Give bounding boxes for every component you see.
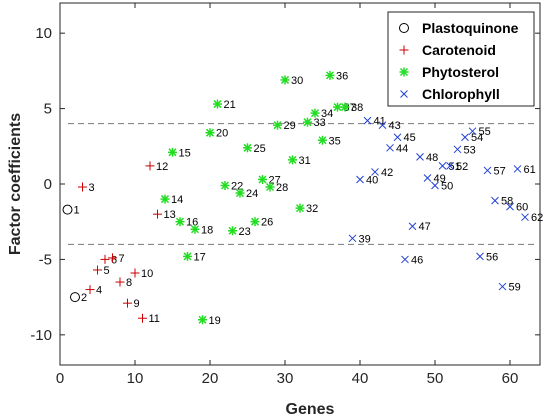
point-label: 56 bbox=[486, 251, 498, 263]
point-label: 55 bbox=[479, 126, 491, 138]
y-tick-label: -5 bbox=[39, 251, 52, 268]
data-point bbox=[266, 183, 275, 192]
point-label: 8 bbox=[126, 277, 132, 289]
point-label: 28 bbox=[276, 182, 288, 194]
point-label: 52 bbox=[456, 161, 468, 173]
data-point bbox=[176, 217, 185, 226]
point-label: 12 bbox=[156, 161, 168, 173]
y-tick-label: 10 bbox=[35, 25, 52, 42]
point-label: 36 bbox=[336, 70, 348, 82]
point-label: 57 bbox=[494, 165, 506, 177]
x-tick-label: 30 bbox=[277, 370, 294, 387]
y-tick-label: 0 bbox=[44, 176, 52, 193]
data-point bbox=[213, 100, 222, 109]
x-axis-title: Genes bbox=[286, 401, 335, 418]
legend-label: Chlorophyll bbox=[422, 86, 500, 102]
point-label: 53 bbox=[464, 144, 476, 156]
point-label: 21 bbox=[224, 99, 236, 111]
point-label: 44 bbox=[396, 143, 408, 155]
point-label: 9 bbox=[134, 298, 140, 310]
data-point bbox=[341, 103, 350, 112]
legend-marker bbox=[400, 68, 409, 77]
point-label: 31 bbox=[299, 155, 311, 167]
point-label: 45 bbox=[404, 132, 416, 144]
data-point bbox=[221, 181, 230, 190]
point-label: 59 bbox=[509, 282, 521, 294]
point-label: 29 bbox=[284, 120, 296, 132]
point-label: 6 bbox=[111, 254, 117, 266]
x-tick-label: 20 bbox=[202, 370, 219, 387]
data-point bbox=[228, 226, 237, 235]
point-label: 26 bbox=[261, 217, 273, 229]
point-label: 25 bbox=[254, 143, 266, 155]
y-tick-label: 5 bbox=[44, 101, 52, 118]
data-point bbox=[326, 71, 335, 80]
y-axis-title: Factor coefficients bbox=[7, 113, 24, 255]
point-label: 11 bbox=[149, 313, 160, 325]
x-tick-label: 0 bbox=[56, 370, 64, 387]
point-label: 32 bbox=[306, 203, 318, 215]
data-point bbox=[183, 252, 192, 261]
legend: Plastoquinone Carotenoid Phytosterol Chloro… bbox=[388, 12, 534, 106]
data-point bbox=[296, 204, 305, 213]
data-point bbox=[303, 118, 312, 127]
data-point bbox=[288, 155, 297, 164]
point-label: 39 bbox=[359, 233, 371, 245]
point-label: 34 bbox=[321, 108, 333, 120]
point-label: 62 bbox=[531, 212, 543, 224]
point-label: 4 bbox=[96, 285, 102, 297]
point-label: 60 bbox=[516, 202, 528, 214]
data-point bbox=[251, 217, 260, 226]
data-point bbox=[236, 189, 245, 198]
x-tick-label: 10 bbox=[127, 370, 144, 387]
point-label: 47 bbox=[419, 221, 431, 233]
point-label: 24 bbox=[246, 188, 258, 200]
point-label: 2 bbox=[81, 292, 87, 304]
data-point bbox=[243, 143, 252, 152]
legend-label: Plastoquinone bbox=[422, 20, 519, 36]
data-point bbox=[168, 148, 177, 157]
point-label: 40 bbox=[366, 174, 378, 186]
x-tick-label: 60 bbox=[502, 370, 519, 387]
point-label: 30 bbox=[291, 75, 303, 87]
legend-label: Phytosterol bbox=[422, 64, 499, 80]
point-label: 38 bbox=[351, 102, 363, 114]
legend-label: Carotenoid bbox=[422, 42, 496, 58]
point-label: 14 bbox=[171, 194, 183, 206]
point-label: 17 bbox=[194, 251, 206, 263]
data-point bbox=[281, 75, 290, 84]
point-label: 23 bbox=[239, 226, 251, 238]
data-point bbox=[161, 195, 170, 204]
data-point bbox=[273, 121, 282, 130]
point-label: 7 bbox=[119, 253, 125, 265]
point-label: 10 bbox=[141, 268, 153, 280]
data-point bbox=[311, 109, 320, 118]
point-label: 61 bbox=[524, 164, 536, 176]
data-point bbox=[206, 128, 215, 137]
point-label: 18 bbox=[201, 224, 213, 236]
point-label: 42 bbox=[381, 167, 393, 179]
point-label: 50 bbox=[441, 181, 453, 193]
data-point bbox=[191, 225, 200, 234]
x-tick-label: 50 bbox=[427, 370, 444, 387]
point-label: 46 bbox=[411, 254, 423, 266]
data-point bbox=[258, 175, 267, 184]
point-label: 1 bbox=[74, 205, 80, 217]
point-label: 19 bbox=[209, 315, 221, 327]
point-label: 3 bbox=[89, 182, 95, 194]
data-point bbox=[198, 315, 207, 324]
y-tick-label: -10 bbox=[30, 327, 52, 344]
point-label: 13 bbox=[164, 209, 176, 221]
point-label: 43 bbox=[389, 120, 401, 132]
data-point bbox=[318, 136, 327, 145]
x-tick-label: 40 bbox=[352, 370, 369, 387]
point-label: 5 bbox=[104, 265, 110, 277]
point-label: 35 bbox=[329, 135, 341, 147]
point-label: 48 bbox=[426, 152, 438, 164]
point-label: 15 bbox=[179, 147, 191, 159]
point-label: 20 bbox=[216, 128, 228, 140]
